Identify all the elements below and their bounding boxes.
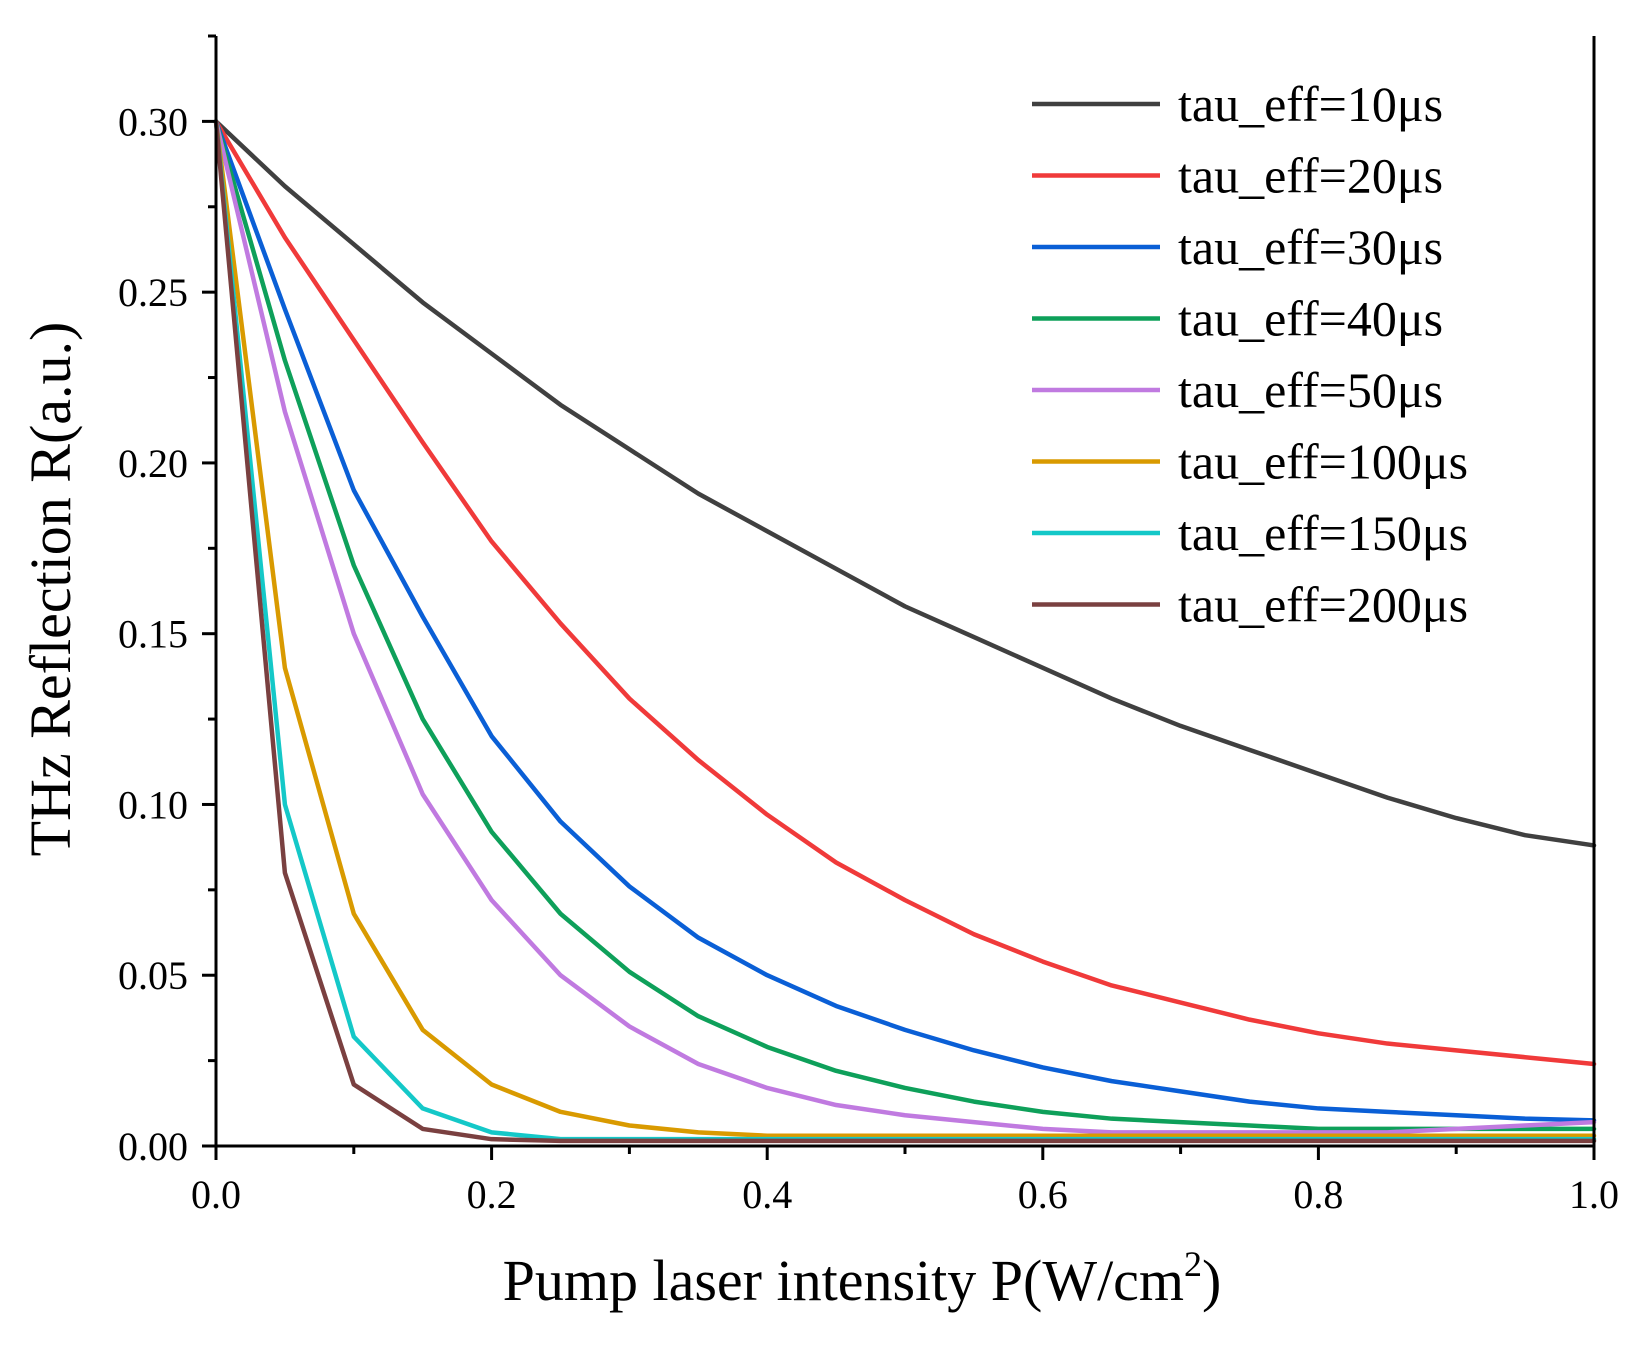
x-axis-title-end: ) <box>1202 1248 1221 1313</box>
series-line-1 <box>213 119 1597 848</box>
x-tick-label: 1.0 <box>1569 1172 1619 1217</box>
series-line-2 <box>213 119 1597 1067</box>
series-line-8 <box>213 119 1597 1144</box>
y-tick-label: 0.25 <box>118 270 188 315</box>
ticks-layer: 0.0 0.2 0.4 0.6 0.8 1.0 0.00 0.05 0.10 0.15 0.20 0.… <box>118 34 1619 1217</box>
legend-label-8: tau_eff=200μs <box>1178 577 1468 633</box>
y-tick-label: 0.15 <box>118 612 188 657</box>
x-tick-label: 0.0 <box>191 1172 241 1217</box>
x-tick-label: 0.8 <box>1293 1172 1343 1217</box>
x-axis-title: Pump laser intensity P(W/cm2) <box>503 1244 1222 1313</box>
legend: tau_eff=10μs tau_eff=20μs tau_eff=30μs tau_… <box>1032 76 1468 633</box>
x-tick-label: 0.2 <box>467 1172 517 1217</box>
legend-label-7: tau_eff=150μs <box>1178 505 1468 561</box>
x-axis-title-superscript: 2 <box>1184 1244 1202 1284</box>
legend-label-1: tau_eff=10μs <box>1178 76 1443 132</box>
legend-label-6: tau_eff=100μs <box>1178 434 1468 490</box>
y-tick-label: 0.00 <box>118 1124 188 1169</box>
y-tick-label: 0.10 <box>118 782 188 827</box>
series-line-6 <box>213 119 1597 1138</box>
y-tick-label: 0.20 <box>118 441 188 486</box>
series-line-4 <box>213 119 1597 1132</box>
legend-label-4: tau_eff=40μs <box>1178 291 1443 347</box>
legend-label-2: tau_eff=20μs <box>1178 148 1443 204</box>
series-line-3 <box>213 119 1597 1123</box>
x-axis-title-main: Pump laser intensity P(W/cm <box>503 1248 1184 1313</box>
legend-label-3: tau_eff=30μs <box>1178 219 1443 275</box>
series-layer <box>213 119 1597 1144</box>
legend-label-5: tau_eff=50μs <box>1178 362 1443 418</box>
y-tick-label: 0.30 <box>118 99 188 144</box>
y-tick-label: 0.05 <box>118 953 188 998</box>
x-tick-label: 0.4 <box>742 1172 792 1217</box>
y-axis-title: THz Reflection R(a.u.) <box>18 322 83 857</box>
series-line-5 <box>213 119 1597 1135</box>
x-tick-label: 0.6 <box>1018 1172 1068 1217</box>
